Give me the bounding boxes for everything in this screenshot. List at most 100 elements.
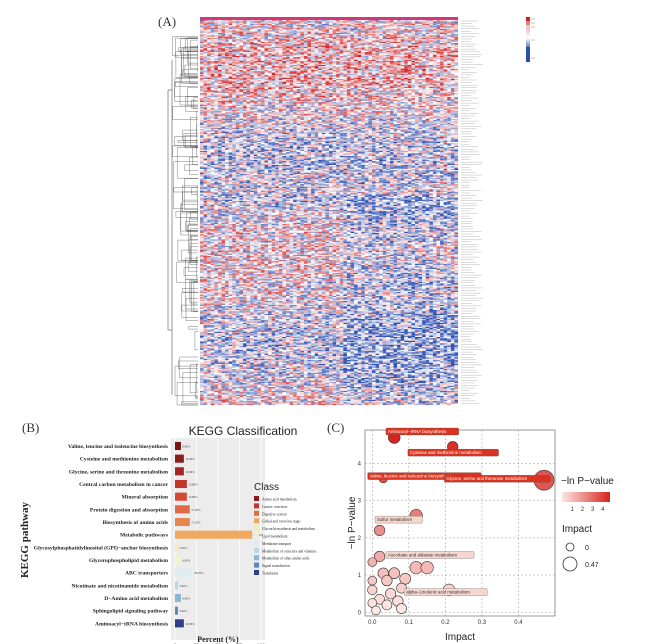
heatmap-cell	[232, 22, 236, 24]
heatmap-cell	[243, 59, 247, 62]
heatmap-cell	[232, 104, 236, 107]
heatmap-cell	[303, 99, 308, 101]
heatmap-cell	[418, 68, 423, 71]
heatmap-cell	[332, 52, 337, 54]
heatmap-cell	[350, 64, 355, 67]
heatmap-cell	[339, 36, 344, 39]
heatmap-cell	[210, 35, 215, 37]
heatmap-cell	[275, 39, 279, 41]
heatmap-cell	[375, 88, 380, 90]
heatmap-cell	[207, 44, 211, 46]
heatmap-cell	[336, 84, 340, 86]
heatmap-cell	[225, 30, 229, 32]
heatmap-cell	[253, 49, 258, 51]
heatmap-cell	[296, 105, 301, 108]
heatmap-cell	[332, 75, 337, 77]
heatmap-cell	[286, 90, 290, 92]
heatmap-cell	[311, 57, 315, 59]
heatmap-cell	[232, 57, 236, 59]
heatmap-cell	[400, 50, 405, 53]
heatmap-cell	[357, 62, 362, 64]
heatmap-cell	[203, 105, 208, 108]
heatmap-cell	[357, 55, 362, 58]
heatmap-cell	[436, 44, 441, 46]
heatmap-cell	[232, 90, 236, 92]
heatmap-cell	[404, 61, 408, 63]
heatmap-cell	[332, 25, 337, 27]
heatmap-cell	[228, 43, 233, 45]
heatmap-cell	[243, 53, 247, 55]
heatmap-cell	[228, 57, 233, 59]
heatmap-cell	[257, 48, 261, 50]
dendrogram-branch	[189, 364, 198, 393]
heatmap-cell	[260, 49, 265, 51]
dendrogram-branch	[189, 243, 198, 265]
heatmap-cell	[325, 91, 330, 94]
heatmap-cell	[368, 57, 373, 59]
heatmap-cell	[253, 32, 258, 35]
heatmap-cell	[422, 67, 426, 69]
heatmap-cell	[346, 98, 351, 100]
heatmap-cell	[250, 71, 254, 73]
heatmap-cell	[221, 73, 226, 76]
heatmap-cell	[286, 75, 290, 77]
heatmap-cell	[307, 30, 312, 32]
heatmap-cell	[275, 57, 279, 59]
heatmap-cell	[264, 76, 269, 78]
heatmap-cell	[296, 89, 301, 91]
heatmap-cell	[311, 46, 315, 49]
heatmap-cell	[289, 22, 294, 24]
heatmap-cell	[235, 67, 240, 69]
dendrogram-branch	[196, 256, 198, 278]
heatmap-cell	[407, 84, 412, 86]
heatmap-cell	[260, 94, 265, 96]
heatmap-cell	[450, 91, 455, 94]
heatmap-cell	[257, 25, 261, 27]
heatmap-cell	[357, 40, 362, 42]
heatmap-cell	[379, 52, 383, 54]
heatmap-cell	[379, 40, 383, 42]
heatmap-cell	[210, 37, 215, 40]
heatmap-cell	[221, 89, 226, 91]
heatmap-cell	[228, 35, 233, 37]
heatmap-cell	[407, 43, 412, 45]
heatmap-cell	[346, 64, 351, 67]
heatmap-cell	[282, 75, 287, 77]
heatmap-cell	[217, 21, 222, 23]
heatmap-cell	[357, 49, 362, 51]
heatmap-cell	[253, 52, 258, 54]
heatmap-cell	[271, 20, 276, 22]
heatmap-cell	[397, 99, 401, 101]
heatmap-cell	[250, 91, 254, 94]
heatmap-cell	[314, 94, 319, 96]
heatmap-cell	[339, 21, 344, 23]
heatmap-cell	[425, 59, 430, 62]
heatmap-cell	[432, 36, 437, 39]
heatmap-cell	[217, 85, 222, 87]
heatmap-cell	[257, 27, 261, 30]
heatmap-cell	[250, 62, 254, 64]
heatmap-cell	[400, 62, 405, 64]
heatmap-cell	[436, 72, 441, 74]
heatmap-cell	[214, 99, 218, 101]
heatmap-cell	[389, 75, 394, 77]
heatmap-cell	[354, 50, 358, 53]
heatmap-cell	[443, 95, 448, 98]
heatmap-cell	[300, 53, 304, 55]
heatmap-cell	[232, 86, 236, 89]
heatmap-cell	[200, 82, 204, 85]
heatmap-cell	[389, 44, 394, 46]
heatmap-cell	[350, 52, 355, 54]
heatmap-cell	[393, 48, 398, 50]
heatmap-cell	[429, 58, 433, 60]
heatmap-cell	[225, 85, 229, 87]
heatmap-cell	[217, 49, 222, 51]
heatmap-cell	[321, 77, 326, 80]
heatmap-cell	[314, 37, 319, 40]
heatmap-cell	[314, 77, 319, 80]
heatmap-cell	[357, 57, 362, 59]
heatmap-cell	[318, 57, 322, 59]
heatmap-cell	[425, 66, 430, 68]
heatmap-cell	[389, 25, 394, 27]
heatmap-cell	[303, 55, 308, 58]
